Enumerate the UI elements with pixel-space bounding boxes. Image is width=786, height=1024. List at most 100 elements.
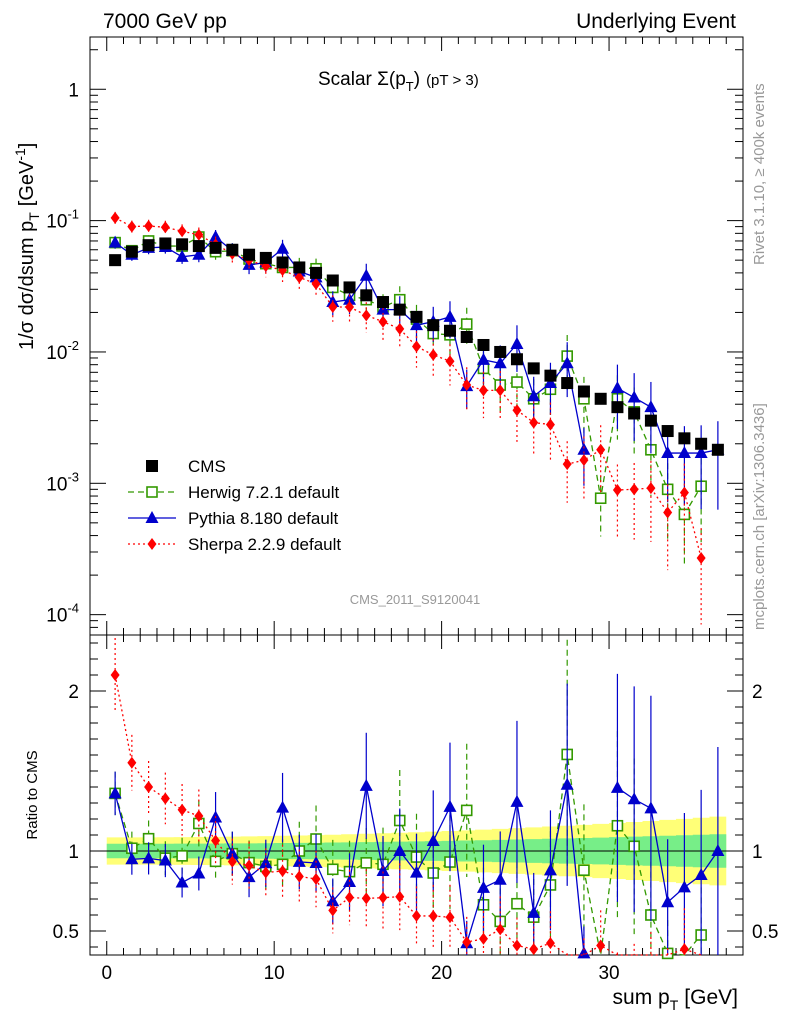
ratio-line: [114, 674, 702, 956]
legend-item: CMS: [146, 457, 226, 476]
ratio-point: [527, 905, 541, 918]
series-line: [114, 236, 702, 516]
y-tick-label: 10-1: [46, 207, 79, 233]
ratio-point: [426, 834, 440, 846]
data-point: [127, 220, 137, 233]
ratio-point: [378, 891, 388, 904]
y-axis-label: 1/σ dσ/dsum pT[GeV-1]: [12, 143, 42, 350]
data-point: [594, 392, 607, 405]
data-point: [328, 300, 338, 313]
data-point: [510, 336, 524, 349]
header-left: 7000 GeV pp: [103, 10, 227, 33]
ratio-point: [428, 910, 438, 922]
x-axis-label: sum pT [GeV]: [613, 986, 738, 1013]
data-point: [293, 261, 306, 274]
data-point: [361, 309, 371, 322]
ratio-tick-label: 1: [752, 842, 763, 863]
ratio-point: [596, 939, 606, 952]
ratio-tick-label: 2: [68, 682, 79, 703]
series-3: [110, 211, 706, 625]
ratio-tick-label: 2: [752, 682, 763, 703]
chart-title: Scalar Σ(pT) (pT > 3): [318, 69, 479, 94]
data-point: [545, 418, 555, 431]
ratio-point: [244, 859, 254, 872]
ratio-point: [294, 870, 304, 883]
ratio-tick-label: 0.5: [53, 922, 79, 943]
data-point: [378, 315, 388, 328]
data-point: [628, 407, 641, 420]
data-point: [243, 248, 256, 261]
ratio-ticks: [90, 621, 743, 955]
main-series: [108, 211, 725, 625]
data-point: [192, 240, 205, 253]
ratio-point: [610, 780, 624, 793]
data-point: [443, 309, 457, 322]
data-point: [511, 376, 523, 388]
data-point: [159, 237, 172, 250]
ratio-point: [393, 844, 407, 856]
data-point: [427, 319, 440, 332]
ratio-point: [142, 851, 156, 864]
ratio-point: [512, 939, 522, 952]
data-point: [663, 506, 673, 519]
data-point: [612, 483, 622, 496]
ratio-point: [694, 868, 708, 880]
y-tick-label: 10-4: [46, 601, 79, 627]
data-point: [561, 377, 574, 390]
legend-marker: [145, 511, 159, 523]
ratio-point: [227, 855, 237, 868]
ratio-point: [493, 872, 507, 885]
y-tick-label: 1: [68, 80, 79, 101]
legend-label: Herwig 7.2.1 default: [188, 483, 339, 502]
legend-marker: [146, 460, 158, 472]
ratio-series-1: [109, 639, 707, 960]
ratio-point: [478, 932, 488, 945]
data-point: [695, 437, 708, 450]
rivet-label: Rivet 3.1.10, ≥ 400k events: [751, 83, 768, 265]
legend-label: CMS: [188, 457, 226, 476]
data-point: [177, 225, 187, 238]
data-point: [678, 432, 691, 445]
data-point: [677, 446, 691, 459]
ratio-point: [543, 863, 557, 876]
data-point: [661, 425, 674, 438]
ratio-point: [276, 800, 290, 813]
y-tick-label: 10-3: [46, 469, 79, 495]
x-tick-label: 20: [431, 963, 452, 984]
ratio-point: [560, 777, 574, 790]
y-tick-label: 10-2: [46, 338, 79, 364]
ratio-point: [627, 792, 641, 805]
data-point: [460, 330, 473, 343]
data-point: [477, 338, 490, 351]
data-point: [109, 254, 122, 267]
ratio-tick-labels: 0.5 0.5 1 1 2 2: [53, 682, 779, 943]
data-point: [711, 443, 724, 456]
ratio-point: [311, 873, 321, 885]
ratio-tick-label: 0.5: [752, 922, 778, 943]
data-point: [543, 376, 557, 389]
data-point: [644, 414, 657, 427]
ratio-series-3: [110, 638, 702, 956]
ratio-point: [326, 894, 340, 907]
analysis-id: CMS_2011_S9120041: [350, 592, 481, 607]
ratio-point: [511, 897, 523, 910]
data-point: [142, 239, 155, 252]
data-point: [393, 303, 406, 316]
data-point: [696, 551, 706, 564]
ratio-point: [176, 850, 188, 862]
ratio-point: [679, 943, 689, 956]
ratio-point: [410, 865, 423, 878]
data-point: [294, 271, 304, 284]
ratio-point: [376, 864, 390, 876]
legend-marker: [147, 538, 157, 550]
data-point: [577, 442, 591, 455]
data-point: [410, 310, 423, 323]
data-point: [108, 235, 122, 248]
mcplots-label: mcplots.cern.ch [arXiv:1306.3436]: [751, 403, 768, 630]
data-point: [493, 356, 507, 369]
data-point: [311, 277, 321, 290]
legend-marker: [146, 486, 158, 498]
legend: CMS Herwig 7.2.1 default Pythia 8.180 defa…: [128, 457, 341, 554]
ratio-point: [460, 804, 473, 817]
data-point: [276, 241, 290, 254]
